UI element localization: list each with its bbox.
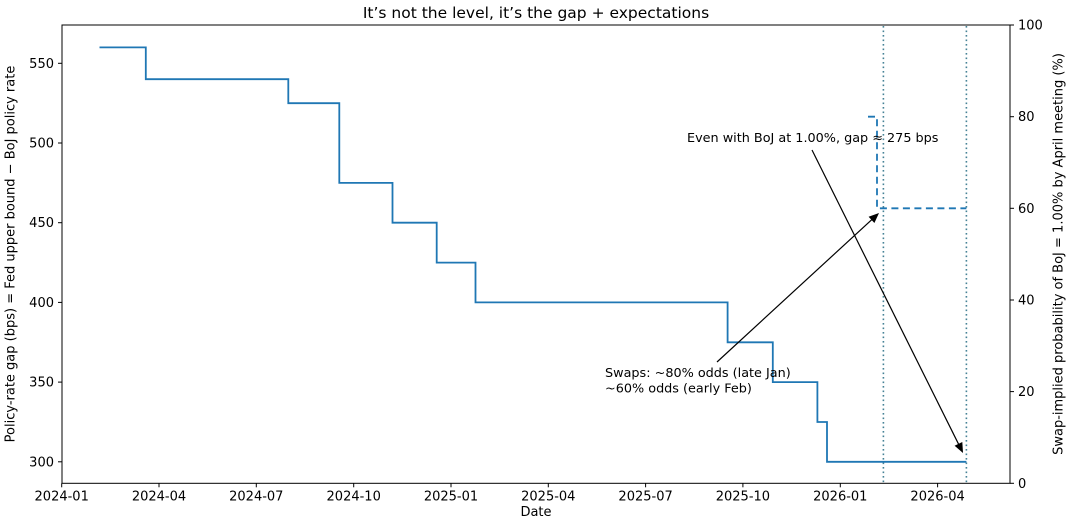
y-axis-label-left: Policy-rate gap (bps) = Fed upper bound …: [3, 65, 19, 443]
series-policy-rate-gap-bps: [99, 46, 967, 463]
x-tick-label: 2025-01: [424, 489, 478, 504]
plot-border: [61, 24, 1011, 484]
y-right-tick-label: 100: [1018, 19, 1043, 34]
y-left-tick-label: 300: [29, 455, 54, 470]
chart-title: It’s not the level, it’s the gap + expec…: [362, 4, 710, 22]
x-tick-label: 2024-10: [327, 489, 381, 504]
y-left-tick-label: 550: [29, 57, 54, 72]
x-tick-label: 2026-04: [910, 489, 964, 504]
y-axis-label-right: Swap-implied probability of BoJ = 1.00% …: [1051, 53, 1067, 455]
gap-annotation-text: Even with BoJ at 1.00%, gap ≈ 275 bps: [687, 131, 939, 146]
y-right-tick-label: 80: [1018, 110, 1035, 125]
gap-annotation-arrowhead: [954, 442, 963, 453]
series-swap-implied-probability-pct: [868, 115, 967, 210]
x-axis-label: Date: [520, 505, 552, 520]
swaps-annotation-arrow: [716, 217, 874, 363]
y-left-tick-label: 400: [29, 296, 54, 311]
x-tick-label: 2024-01: [35, 489, 89, 504]
y-right-tick-label: 60: [1018, 202, 1035, 217]
swaps-annotation-text: ~60% odds (early Feb): [605, 382, 752, 397]
gap-annotation-arrow: [811, 149, 960, 447]
x-tick-label: 2024-04: [132, 489, 186, 504]
y-left-tick-label: 350: [29, 376, 54, 391]
x-tick-label: 2025-10: [716, 489, 770, 504]
y-right-tick-label: 20: [1018, 385, 1035, 400]
y-right-tick-label: 0: [1018, 477, 1026, 492]
x-tick-label: 2026-01: [813, 489, 867, 504]
swaps-annotation-text: Swaps: ~80% odds (late Jan): [605, 366, 791, 381]
x-tick-label: 2024-07: [229, 489, 283, 504]
y-left-tick-label: 450: [29, 216, 54, 231]
x-tick-label: 2025-04: [521, 489, 575, 504]
y-left-tick-label: 500: [29, 137, 54, 152]
swaps-annotation-arrowhead: [868, 213, 879, 223]
y-right-tick-label: 40: [1018, 294, 1035, 309]
x-tick-label: 2025-07: [618, 489, 672, 504]
